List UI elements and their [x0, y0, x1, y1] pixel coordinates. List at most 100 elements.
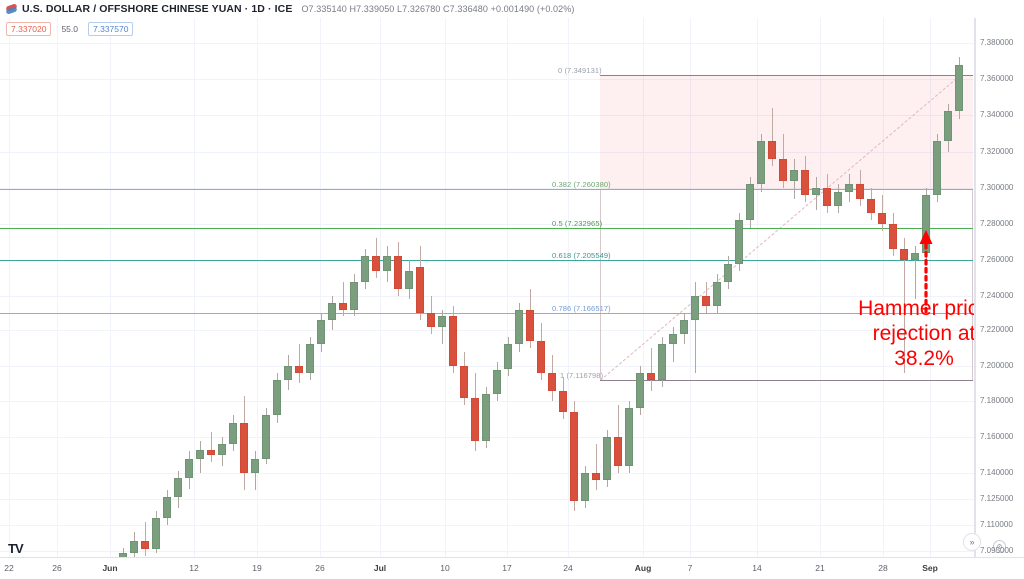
price-badge-red[interactable]: 7.337020: [6, 21, 52, 37]
grid-line-horizontal: [0, 473, 975, 474]
fib-level-05-line[interactable]: [0, 228, 973, 229]
time-axis[interactable]: 22 26 Jun 12 19 26 Jul 10 17 24 Aug 7 14 21 28 Sep: [0, 557, 1024, 579]
grid-line-horizontal: [0, 499, 975, 500]
fib-level-0-line[interactable]: [600, 75, 973, 76]
price-tick: 7.180000: [980, 396, 1014, 405]
time-tick: 14: [752, 563, 762, 573]
candle-body: [394, 256, 402, 289]
grid-line-vertical: [9, 0, 10, 557]
candle-body: [548, 373, 556, 391]
candle-body: [757, 140, 765, 185]
candle-body: [361, 256, 369, 282]
price-tick: 7.240000: [980, 291, 1014, 300]
candle-body: [493, 369, 501, 394]
candle-body: [713, 281, 721, 307]
candle-body: [152, 518, 160, 550]
grid-line-vertical: [445, 0, 446, 557]
candle-wick: [695, 281, 696, 373]
grid-line-vertical: [930, 0, 931, 557]
candle-body: [295, 366, 303, 373]
fib-level-0618-label: 0.618 (7.205549): [552, 251, 611, 260]
price-tick: 7.280000: [980, 219, 1014, 228]
price-tick: 7.260000: [980, 255, 1014, 264]
candle-wick: [442, 309, 443, 345]
scroll-to-realtime-button[interactable]: »: [963, 533, 981, 551]
candle-body: [680, 319, 688, 334]
fib-level-0786-label: 0.786 (7.166517): [552, 304, 611, 313]
value-badge[interactable]: 55.0: [61, 23, 78, 34]
candle-body: [196, 449, 204, 459]
fib-level-0618-line[interactable]: [0, 260, 973, 261]
grid-line-vertical: [757, 0, 758, 557]
candle-wick: [904, 238, 905, 373]
annotation-layer: Hammer price rejection at 38.2%: [858, 230, 975, 370]
candle-body: [801, 170, 809, 196]
candle-body: [537, 340, 545, 373]
candle-body: [570, 411, 578, 501]
price-tick: 7.220000: [980, 325, 1014, 334]
candle-wick: [343, 281, 344, 317]
price-tick: 7.200000: [980, 361, 1014, 370]
grid-line-horizontal: [0, 152, 975, 153]
candle-body: [163, 497, 171, 519]
fib-level-1-line[interactable]: [600, 380, 973, 381]
candle-body: [471, 397, 479, 441]
price-badge-blue[interactable]: 7.337570: [88, 21, 134, 37]
candle-body: [515, 309, 523, 345]
tradingview-logo[interactable]: TV: [8, 541, 24, 556]
fib-level-0786-line[interactable]: [0, 313, 973, 314]
price-axis[interactable]: CNH ⚙ 7.3800007.3600007.3400007.3200007.…: [975, 0, 1024, 557]
candle-body: [636, 373, 644, 409]
gear-icon[interactable]: ⚙: [993, 540, 1006, 553]
candle-body: [504, 344, 512, 370]
candle-body: [812, 188, 820, 196]
candle-body: [658, 344, 666, 380]
candle-body: [427, 313, 435, 327]
grid-line-vertical: [320, 0, 321, 557]
grid-line-horizontal: [0, 224, 975, 225]
candle-body: [339, 302, 347, 310]
time-tick: 12: [189, 563, 199, 573]
candle-body: [306, 344, 314, 373]
candle-body: [240, 422, 248, 473]
candle-body: [218, 444, 226, 455]
tradingview-symbol-icon: [5, 2, 18, 15]
grid-line-horizontal: [0, 188, 975, 189]
grid-line-vertical: [820, 0, 821, 557]
candle-body: [284, 366, 292, 380]
time-tick: Jul: [373, 563, 387, 573]
chart-header: U.S. DOLLAR / OFFSHORE CHINESE YUAN · 1D…: [0, 0, 1024, 18]
candle-body: [438, 316, 446, 327]
candle-body: [823, 188, 831, 206]
candle-body: [119, 552, 127, 557]
candle-body: [911, 252, 919, 260]
candle-wick: [651, 348, 652, 391]
candle-body: [328, 302, 336, 320]
price-tick: 7.125000: [980, 494, 1014, 503]
candle-body: [526, 309, 534, 341]
price-tick: 7.360000: [980, 74, 1014, 83]
time-tick: 17: [502, 563, 512, 573]
time-tick: Aug: [634, 563, 652, 573]
candle-body: [273, 380, 281, 416]
candle-body: [735, 220, 743, 264]
candle-body: [878, 213, 886, 224]
grid-line-vertical: [57, 0, 58, 557]
candle-body: [779, 159, 787, 181]
candle-body: [746, 184, 754, 221]
candle-body: [482, 394, 490, 441]
candle-body: [581, 473, 589, 501]
symbol-title[interactable]: U.S. DOLLAR / OFFSHORE CHINESE YUAN · 1D…: [22, 3, 293, 15]
fib-level-0382-label: 0.382 (7.260380): [552, 180, 611, 189]
fib-level-0382-line[interactable]: [0, 189, 973, 190]
time-tick: Jun: [102, 563, 118, 573]
candle-body: [372, 256, 380, 271]
candle-wick: [596, 444, 597, 491]
price-tick: 7.095000: [980, 546, 1014, 555]
chart-plot-area[interactable]: 0 (7.349131) 0.382 (7.260380) 0.5 (7.23296…: [0, 0, 975, 557]
grid-line-horizontal: [0, 551, 975, 552]
candle-body: [416, 267, 424, 313]
candle-body: [702, 296, 710, 307]
axis-divider: [974, 0, 975, 557]
grid-line-vertical: [690, 0, 691, 557]
